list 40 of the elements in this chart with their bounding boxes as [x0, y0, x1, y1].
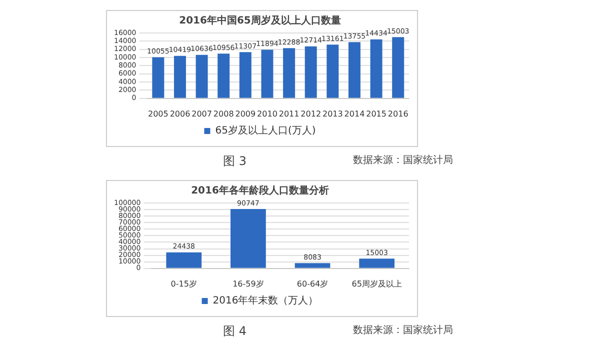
bar — [304, 46, 317, 98]
chart-title: 2016年中国65周岁及以上人口数量 — [179, 14, 341, 27]
bar — [326, 44, 339, 98]
bar — [166, 252, 202, 268]
bar — [392, 37, 404, 98]
bar — [230, 209, 266, 268]
bar — [196, 54, 208, 98]
caption: 图 3 — [223, 153, 246, 170]
x-tick-label: 2011 — [278, 109, 300, 118]
x-tick-label: 2005 — [148, 109, 168, 118]
source-note: 数据来源：国家统计局 — [353, 154, 453, 167]
chart-title: 2016年各年龄段人口数量分析 — [191, 184, 329, 197]
x-tick-label: 2007 — [192, 109, 212, 118]
x-tick-label: 2010 — [257, 109, 278, 118]
x-tick-label: 16-59岁 — [232, 279, 264, 288]
bar — [348, 42, 360, 98]
bar — [218, 54, 230, 98]
bar — [152, 57, 164, 98]
bar — [294, 263, 330, 268]
legend-label: 65岁及以上人口(万人) — [215, 124, 316, 137]
bar — [261, 50, 274, 98]
bar — [359, 258, 395, 268]
x-tick-label: 2013 — [322, 109, 343, 118]
x-tick-label: 2016 — [388, 109, 408, 118]
x-tick-label: 2012 — [300, 109, 322, 118]
x-tick-label: 2009 — [235, 109, 256, 118]
legend-label: 2016年年末数（万人） — [212, 294, 318, 307]
x-tick-label: 65周岁及以上 — [352, 279, 402, 288]
x-tick-label: 0-15岁 — [170, 279, 197, 288]
caption: 图 4 — [223, 323, 246, 338]
bar — [239, 52, 252, 98]
x-tick-label: 60-64岁 — [296, 279, 328, 288]
bar — [174, 56, 186, 98]
x-tick-label: 2014 — [344, 109, 365, 118]
bar — [370, 39, 382, 98]
x-tick-label: 2008 — [213, 109, 234, 118]
bar — [283, 48, 296, 98]
source-note: 数据来源：国家统计局 — [353, 324, 453, 337]
x-tick-label: 2006 — [170, 109, 190, 118]
x-tick-label: 2015 — [366, 109, 386, 118]
